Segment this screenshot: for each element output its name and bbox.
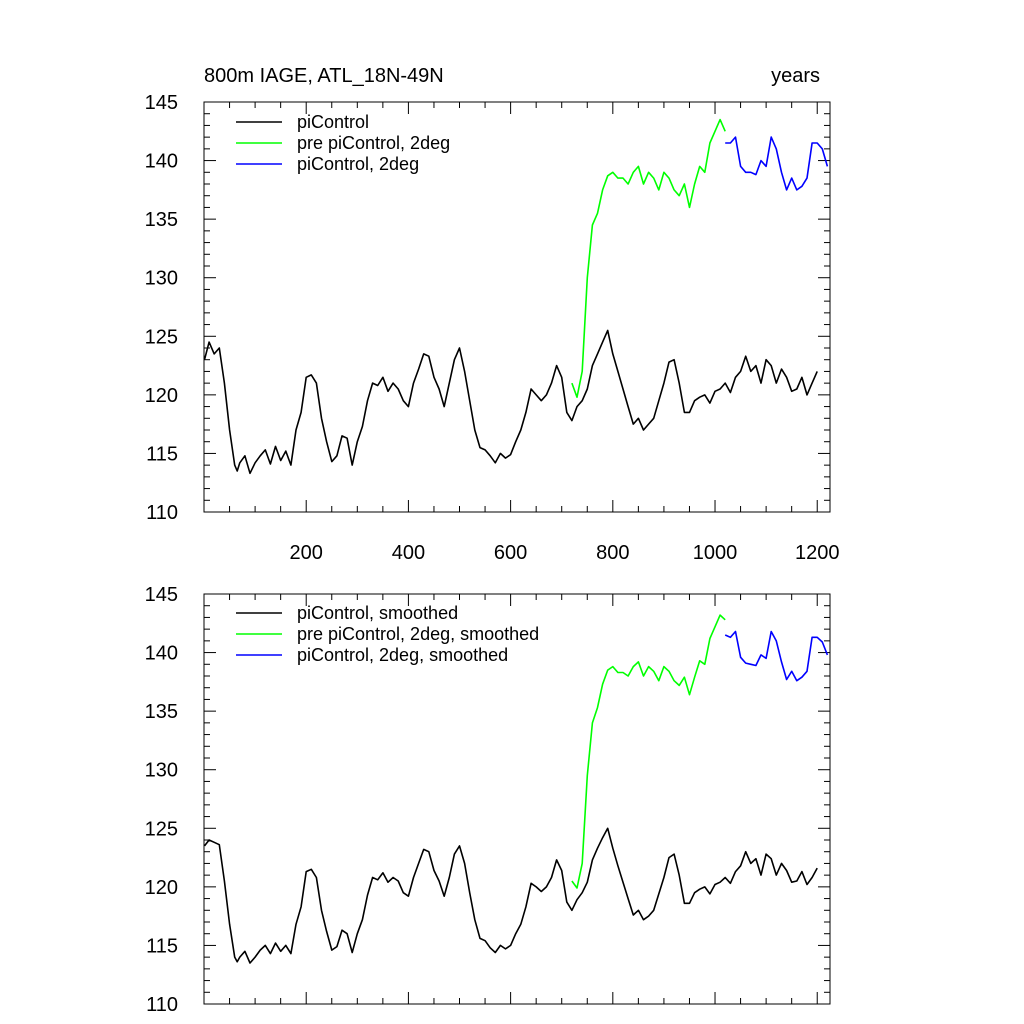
y-tick-label: 135	[145, 701, 178, 723]
x-tick-label: 1200	[795, 542, 840, 564]
x-tick-label: 1000	[693, 542, 738, 564]
y-tick-label: 130	[145, 268, 178, 290]
top-panel: 800m IAGE, ATL_18N-49N years 110 115 120 12…	[145, 65, 840, 564]
chart-title: 800m IAGE, ATL_18N-49N	[204, 65, 444, 87]
series-line-0	[203, 329, 818, 475]
y-tick-label: 115	[146, 443, 178, 465]
y-tick-label: 145	[145, 584, 178, 606]
legend-label: pre piControl, 2deg, smoothed	[297, 624, 539, 644]
legend-label: piControl, 2deg	[297, 154, 419, 174]
y-tick-label: 125	[145, 818, 178, 840]
series-line-1	[571, 614, 726, 889]
bottom-panel-series	[203, 614, 829, 964]
y-tick-label: 120	[145, 385, 178, 407]
series-line-0	[203, 827, 818, 964]
y-tick-label: 145	[145, 92, 178, 114]
legend-label: piControl	[297, 112, 369, 132]
chart-right-title: years	[771, 65, 820, 87]
series-line-1	[571, 118, 726, 399]
legend-label: piControl, smoothed	[297, 603, 458, 623]
x-tick-label: 800	[596, 542, 629, 564]
legend-label: pre piControl, 2deg	[297, 133, 450, 153]
series-line-2	[725, 136, 829, 191]
top-panel-frame	[203, 101, 831, 513]
x-tick-label: 600	[494, 542, 527, 564]
top-panel-ticks: 110 115 120 125 130 135 140 145 200 400 600 800 1000…	[145, 92, 840, 564]
legend-label: piControl, 2deg, smoothed	[297, 645, 508, 665]
y-tick-label: 140	[145, 643, 178, 665]
y-tick-label: 135	[145, 209, 178, 231]
y-tick-label: 110	[146, 994, 178, 1016]
series-line-2	[724, 630, 829, 682]
bottom-panel: 110 115 120 125 130 135 140 145 piControl, smoo…	[145, 584, 831, 1016]
y-tick-label: 110	[146, 502, 178, 524]
x-tick-label: 400	[392, 542, 425, 564]
bottom-panel-ticks: 110 115 120 125 130 135 140 145	[145, 584, 830, 1016]
top-panel-series	[203, 118, 829, 475]
bottom-panel-frame	[203, 593, 831, 1005]
y-tick-label: 125	[145, 326, 178, 348]
y-tick-label: 140	[145, 151, 178, 173]
y-tick-label: 120	[145, 877, 178, 899]
y-tick-label: 115	[146, 935, 178, 957]
y-tick-label: 130	[145, 760, 178, 782]
x-tick-label: 200	[290, 542, 323, 564]
